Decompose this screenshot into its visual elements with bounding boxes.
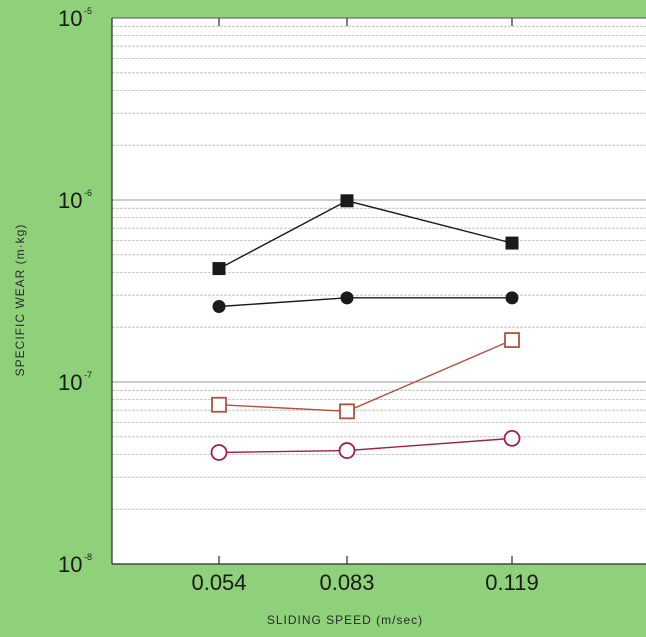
data-point-open-square <box>504 332 520 348</box>
data-point-open-circle <box>210 444 228 461</box>
y-tick-exponent: -6 <box>84 188 92 198</box>
data-point-filled-circle <box>212 299 226 313</box>
x-ticks <box>218 18 513 564</box>
y-tick-exponent: -5 <box>84 6 92 16</box>
x-axis-title: SLIDING SPEED (m/sec) <box>267 613 423 627</box>
x-tick-label: 0.054 <box>191 570 246 595</box>
x-tick-label: 0.119 <box>485 570 538 595</box>
series-open-circle <box>210 429 521 461</box>
data-point-filled-circle <box>505 291 519 305</box>
plot-area <box>112 18 646 564</box>
data-point-open-circle <box>338 442 356 459</box>
series-filled-circle <box>212 291 519 313</box>
data-point-filled-circle <box>340 291 354 305</box>
series-group <box>210 194 521 461</box>
data-point-filled-square <box>505 236 519 250</box>
y-tick-exponent: -7 <box>84 370 92 380</box>
data-point-open-square <box>339 403 355 420</box>
data-point-filled-square <box>212 262 226 276</box>
y-tick-label: 10 <box>58 188 82 213</box>
y-axis-title: SPECIFIC WEAR (m·kg) <box>13 224 27 377</box>
x-tick-label: 0.083 <box>319 570 374 595</box>
y-tick-labels: 10-810-710-610-5 <box>58 6 92 577</box>
data-point-filled-square <box>340 194 354 208</box>
series-open-square <box>211 332 520 420</box>
series-filled-square <box>212 194 519 276</box>
data-point-open-square <box>211 396 227 413</box>
y-tick-label: 10 <box>58 6 82 31</box>
y-tick-label: 10 <box>58 370 82 395</box>
data-point-open-circle <box>503 429 521 447</box>
x-tick-labels: 0.054 0.083 0.119 <box>191 570 538 595</box>
plot-frame <box>111 17 646 565</box>
y-tick-exponent: -8 <box>84 552 92 562</box>
y-tick-label: 10 <box>58 552 82 577</box>
grid <box>112 25 646 565</box>
